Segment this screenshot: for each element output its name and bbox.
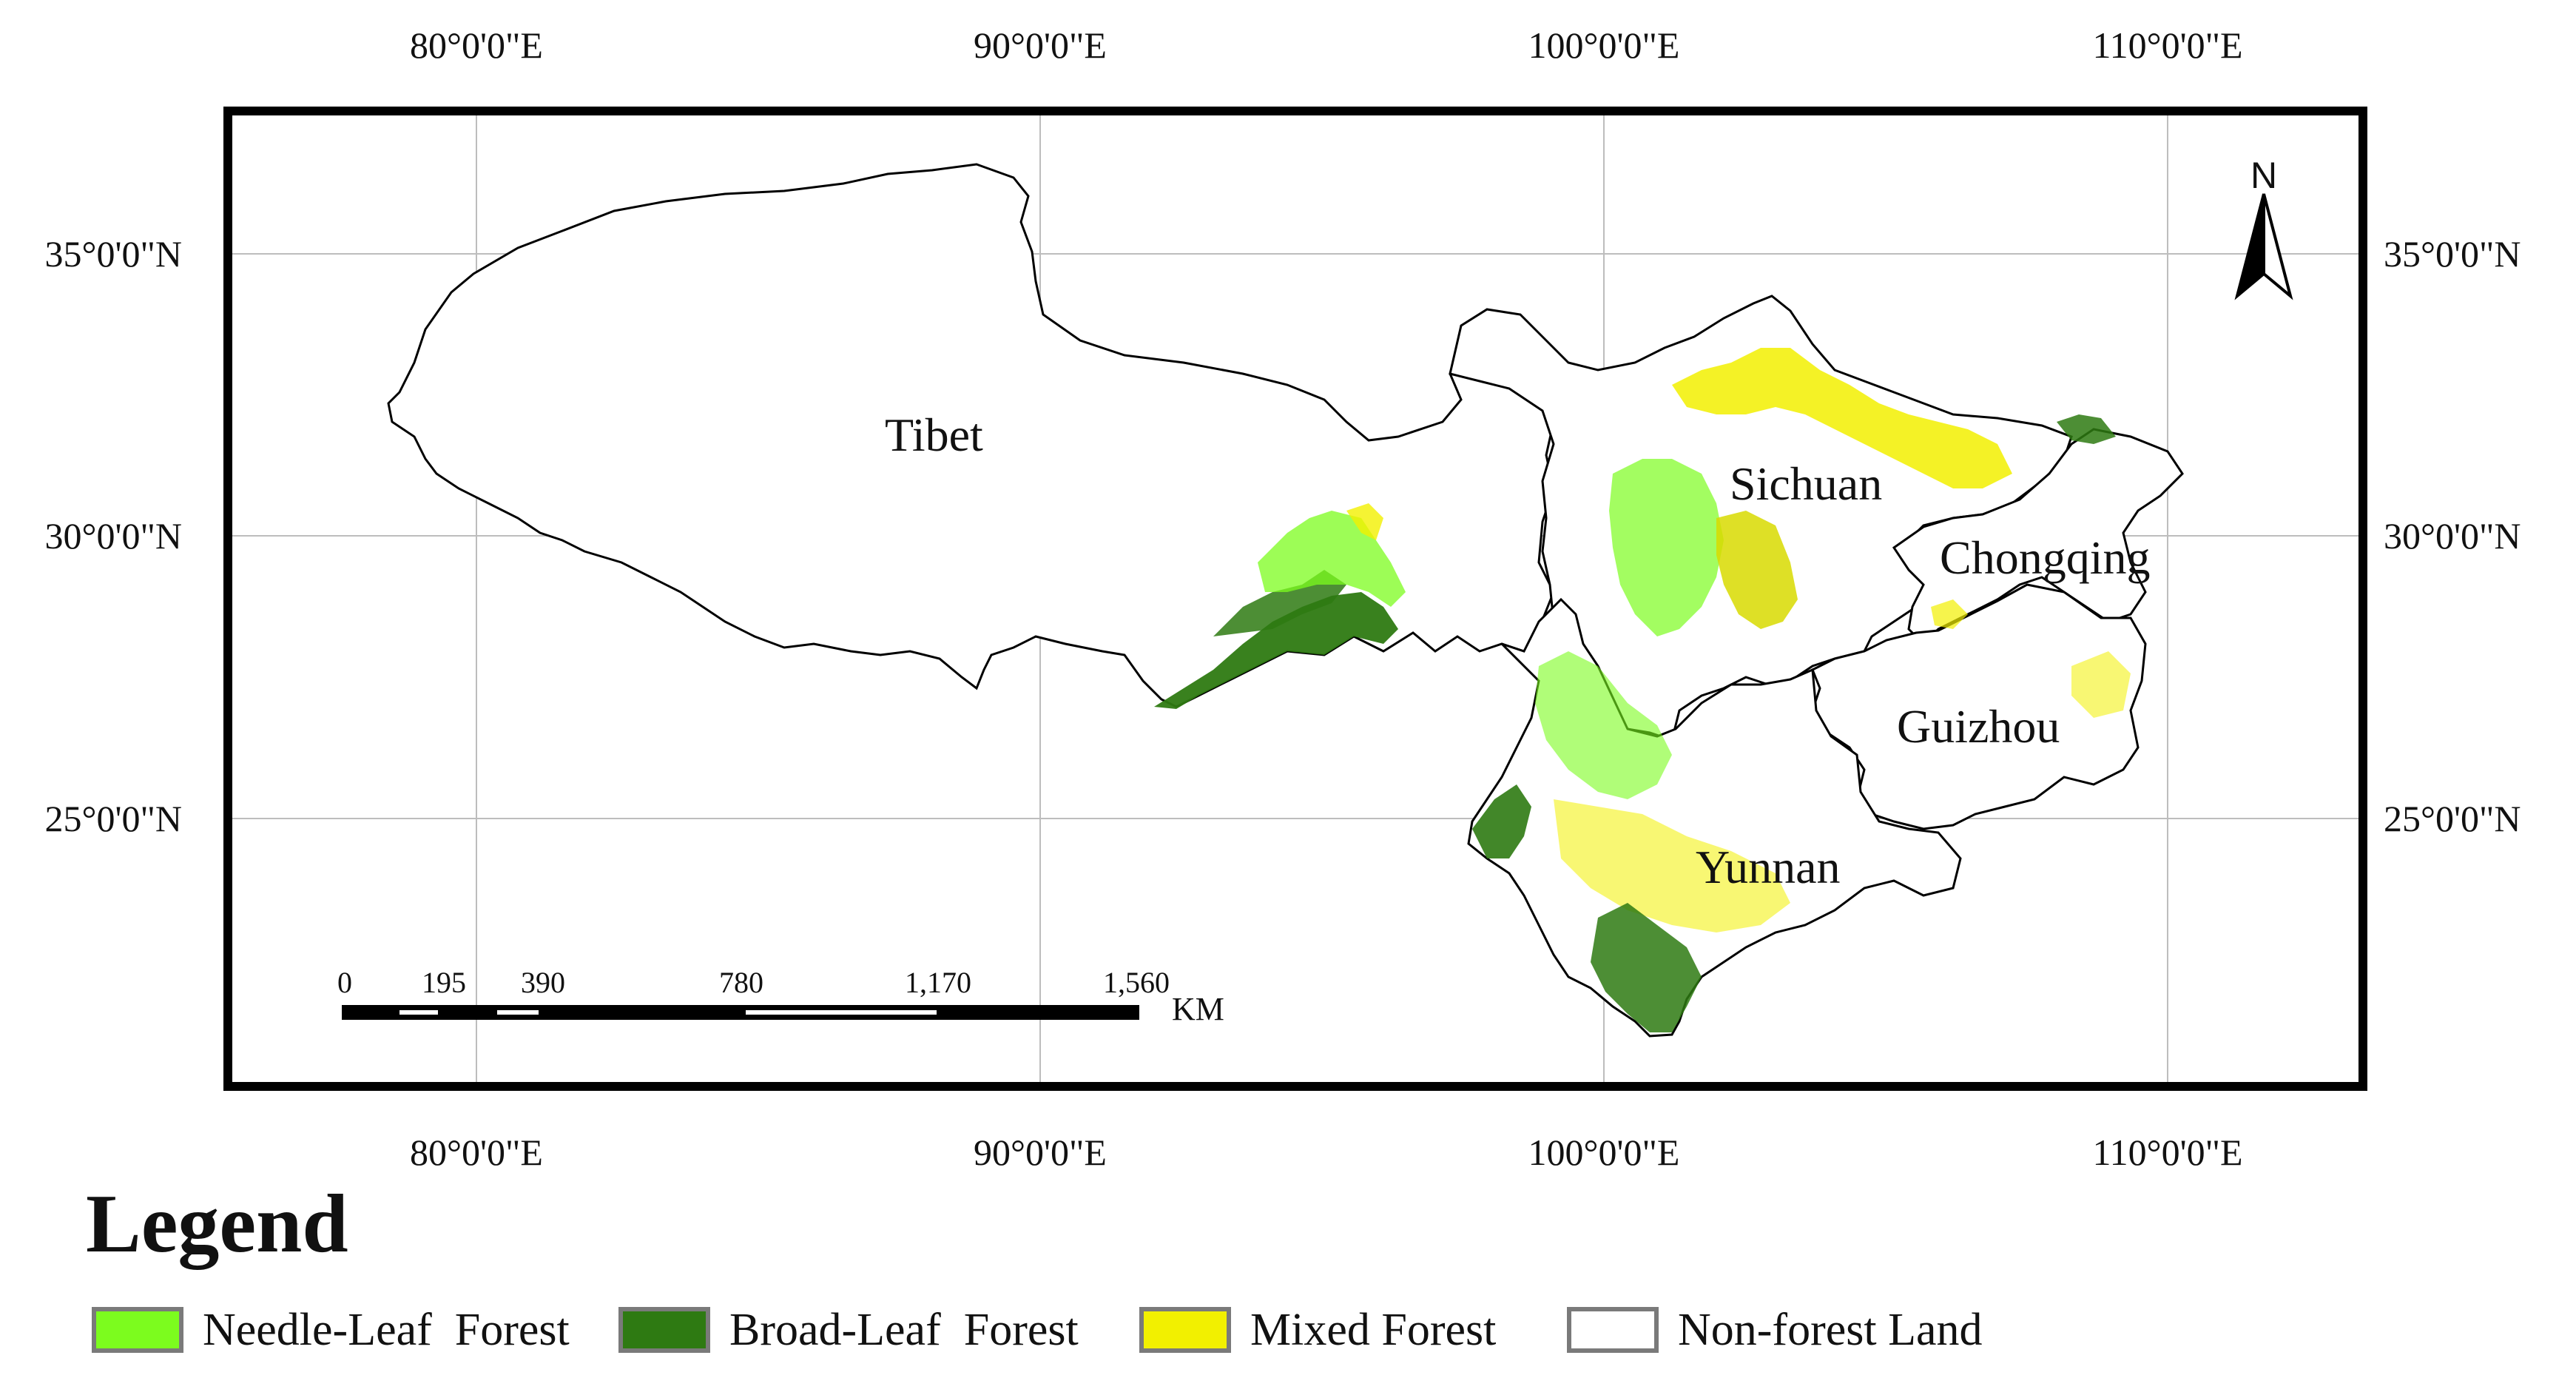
lon-label-bottom-90: 90°0'0"E xyxy=(974,1132,1107,1173)
lon-label-bottom-80: 80°0'0"E xyxy=(410,1132,543,1173)
place-label-tibet: Tibet xyxy=(885,409,983,461)
scale-bar-seg-1 xyxy=(399,1010,438,1015)
broad-leaf-patch-sichuan-ne xyxy=(2057,414,2116,444)
place-label-yunnan: Yunnan xyxy=(1696,841,1841,893)
mixed-patch-yunnan xyxy=(1554,799,1790,932)
lon-label-top-110: 110°0'0"E xyxy=(2092,24,2243,66)
legend-item-mixed: Mixed Forest xyxy=(1139,1300,1496,1359)
lat-label-right-25: 25°0'0"N xyxy=(2384,798,2521,839)
mixed-patch-tibet xyxy=(1346,503,1383,540)
legend-swatch-mixed xyxy=(1139,1307,1231,1353)
legend-label-mixed: Mixed Forest xyxy=(1250,1305,1497,1355)
broad-leaf-patch-yunnan-south xyxy=(1591,903,1702,1032)
lon-label-bottom-100: 100°0'0"E xyxy=(1528,1132,1680,1173)
scale-bar-body xyxy=(342,1005,1139,1020)
scale-tick-195: 195 xyxy=(422,966,466,999)
needle-leaf-patch-sichuan xyxy=(1609,459,1724,636)
lat-label-right-30: 30°0'0"N xyxy=(2384,515,2521,557)
scale-unit: KM xyxy=(1172,991,1224,1027)
legend-item-broad-leaf: Broad-Leaf Forest xyxy=(618,1300,1079,1359)
legend-label-broad-leaf: Broad-Leaf Forest xyxy=(729,1305,1079,1355)
lat-label-left-35: 35°0'0"N xyxy=(44,233,182,275)
place-label-guizhou: Guizhou xyxy=(1897,700,2060,753)
scale-bar-seg-2 xyxy=(497,1010,539,1015)
legend-item-non-forest: Non-forest Land xyxy=(1567,1300,1982,1359)
scale-tick-1560: 1,560 xyxy=(1103,966,1170,999)
legend-swatch-needle-leaf xyxy=(92,1307,183,1353)
place-label-chongqing: Chongqing xyxy=(1940,531,2151,584)
mixed-patch-chongqing xyxy=(1931,599,1968,629)
needle-leaf-patch-yunnan xyxy=(1535,651,1672,799)
scale-bar-graphic xyxy=(342,1005,1139,1020)
lon-label-bottom-110: 110°0'0"E xyxy=(2092,1132,2243,1173)
legend-title: Legend xyxy=(86,1178,348,1270)
lat-label-left-25: 25°0'0"N xyxy=(44,798,182,839)
lon-label-top-80: 80°0'0"E xyxy=(410,24,543,66)
scale-tick-0: 0 xyxy=(337,966,352,999)
legend-swatch-non-forest xyxy=(1567,1307,1659,1353)
mixed-patch-sichuan-central xyxy=(1716,511,1798,629)
north-arrow-right xyxy=(2262,193,2293,300)
place-label-sichuan: Sichuan xyxy=(1730,457,1883,510)
scale-tick-1170: 1,170 xyxy=(905,966,971,999)
mixed-patch-guizhou xyxy=(2071,651,2131,718)
legend-item-needle-leaf: Needle-Leaf Forest xyxy=(92,1300,570,1359)
forest-cover xyxy=(1154,348,2131,1032)
broad-leaf-patch-yunnan-west xyxy=(1472,784,1531,858)
scale-tick-390: 390 xyxy=(521,966,565,999)
lon-label-top-90: 90°0'0"E xyxy=(974,24,1107,66)
mixed-patch-sichuan-north xyxy=(1672,348,2012,488)
scale-tick-780: 780 xyxy=(719,966,763,999)
lat-label-left-30: 30°0'0"N xyxy=(44,515,182,557)
north-arrow-label: N xyxy=(2250,155,2278,196)
legend-label-non-forest: Non-forest Land xyxy=(1678,1305,1983,1355)
lon-label-top-100: 100°0'0"E xyxy=(1528,24,1680,66)
lat-label-right-35: 35°0'0"N xyxy=(2384,233,2521,275)
legend-swatch-broad-leaf xyxy=(618,1307,710,1353)
map-frame xyxy=(223,107,2367,1091)
north-arrow xyxy=(2234,193,2293,300)
broad-leaf-patch-tibet-2 xyxy=(1213,570,1346,636)
legend-label-needle-leaf: Needle-Leaf Forest xyxy=(203,1305,570,1355)
scale-bar-seg-3 xyxy=(746,1010,937,1015)
broad-leaf-patch-tibet xyxy=(1154,592,1398,709)
